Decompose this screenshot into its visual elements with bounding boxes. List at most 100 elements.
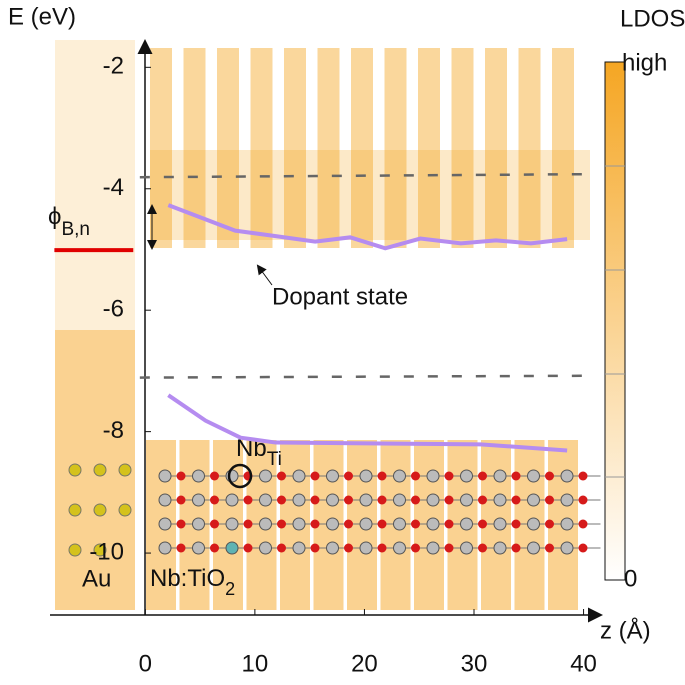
o-atom [511, 519, 521, 529]
o-atom [545, 495, 554, 505]
ti-atom [326, 469, 339, 483]
barrier-symbol: ϕ [48, 203, 61, 230]
ti-atom [292, 541, 306, 555]
ti-atom [393, 517, 406, 531]
ti-atom [493, 493, 507, 507]
x-tick-label: 20 [351, 650, 378, 677]
ti-atom [426, 541, 440, 555]
o-atom [478, 543, 487, 553]
barrier-label: ϕB,n [48, 203, 90, 240]
au-atom [68, 543, 82, 557]
o-atom [210, 495, 219, 505]
y-tick-label: -10 [89, 538, 124, 565]
o-atom [478, 471, 487, 481]
x-tick-label: 40 [570, 650, 597, 677]
au-atom [68, 463, 82, 477]
ldos-stripe [284, 48, 306, 248]
ldos-stripe [351, 48, 373, 248]
ti-atom [158, 469, 172, 483]
o-atom [578, 543, 588, 553]
o-atom [243, 495, 253, 505]
o-atom [277, 495, 286, 505]
ti-atom [326, 493, 339, 507]
ldos-stripe [518, 48, 541, 248]
colorbar-zero: 0 [624, 565, 637, 592]
au-label: Au [82, 565, 111, 592]
o-atom [277, 471, 286, 481]
ti-atom [460, 517, 473, 531]
o-atom [545, 471, 554, 481]
ti-atom [158, 517, 172, 531]
o-atom [210, 543, 219, 553]
dashed-level [139, 374, 584, 379]
ti-atom [426, 469, 440, 483]
ti-atom [560, 517, 574, 531]
ldos-stripe [552, 48, 574, 248]
ti-atom [359, 517, 373, 531]
ldos-band [150, 150, 590, 240]
ldos-stripe [485, 48, 507, 248]
ti-atom [259, 541, 272, 555]
ti-atom [493, 469, 507, 483]
ldos-stripe [217, 48, 239, 248]
colorbar-title: LDOS [620, 5, 685, 32]
ldos-stripe [150, 48, 172, 248]
y-tick-label: -4 [103, 174, 124, 201]
ti-atom [393, 469, 406, 483]
ti-atom [259, 469, 272, 483]
atomic-structure [68, 463, 601, 557]
o-atom [377, 471, 387, 481]
x-tick-label: 10 [242, 650, 269, 677]
ti-atom [292, 517, 306, 531]
o-atom [578, 471, 588, 481]
ti-atom [192, 517, 205, 531]
ti-atom [225, 493, 239, 507]
o-atom [310, 519, 320, 529]
ti-atom [527, 541, 540, 555]
dashed-level [139, 172, 584, 179]
ti-atom [460, 493, 473, 507]
ti-atom [326, 541, 339, 555]
au-atom [68, 503, 82, 517]
colorbar-dividers [605, 165, 625, 478]
o-atom [310, 495, 320, 505]
dopant-arrow [256, 264, 273, 286]
dopant-label: Dopant state [272, 283, 408, 310]
o-atom [511, 471, 521, 481]
ldos-stripe [250, 48, 273, 248]
au-atom [93, 543, 107, 557]
ti-atom [158, 493, 172, 507]
o-atom [243, 519, 253, 529]
au-atom [118, 463, 132, 477]
o-atom [344, 519, 353, 529]
ti-atom [192, 541, 205, 555]
ti-atom [527, 517, 540, 531]
y-tick-label: -8 [103, 417, 124, 444]
o-atom [176, 471, 186, 481]
o-atom [310, 543, 320, 553]
y-tick-label: -6 [103, 296, 124, 323]
tio2-sub: 2 [225, 579, 235, 599]
o-atom [478, 495, 487, 505]
o-atom [310, 471, 320, 481]
nb-marker [227, 463, 253, 489]
au-atom [93, 463, 107, 477]
o-atom [344, 471, 353, 481]
o-atom [210, 471, 219, 481]
x-tick-label: 0 [139, 650, 152, 677]
o-atom [578, 495, 588, 505]
ti-atom [426, 493, 440, 507]
au-atom [93, 503, 107, 517]
o-atom [176, 519, 186, 529]
o-atom [578, 519, 588, 529]
ti-atom [225, 541, 239, 555]
o-atom [411, 519, 420, 529]
ti-atom [460, 469, 473, 483]
ti-atom [560, 541, 574, 555]
ti-atom [527, 493, 540, 507]
y-tick-label: -2 [103, 53, 124, 80]
x-tick-label: 30 [461, 650, 488, 677]
ldos-stripe [384, 48, 407, 248]
colorbar-high: high [622, 49, 667, 76]
o-atom [176, 543, 186, 553]
